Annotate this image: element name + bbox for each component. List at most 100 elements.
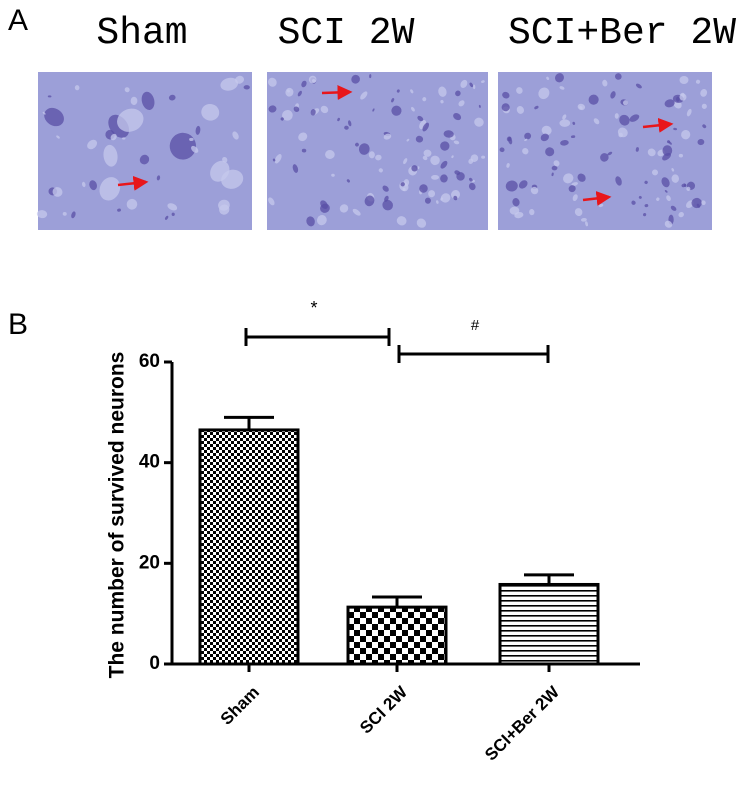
- y-axis-label: The number of survived neurons: [106, 352, 129, 679]
- image-title: SCI+Ber 2W: [508, 12, 736, 55]
- cell: [360, 91, 368, 100]
- cell: [501, 103, 510, 112]
- cell: [440, 99, 444, 104]
- cell: [574, 208, 583, 217]
- cell: [530, 186, 539, 195]
- cell: [514, 211, 524, 219]
- cell: [647, 148, 656, 157]
- cell: [417, 166, 420, 170]
- cell: [553, 160, 560, 167]
- x-tick-label: Sham: [217, 683, 263, 729]
- cell: [171, 212, 175, 216]
- panel-label: B: [8, 308, 28, 341]
- cell: [222, 156, 228, 163]
- cell: [585, 221, 589, 227]
- cell: [662, 152, 671, 161]
- cell: [325, 150, 335, 159]
- y-tick-label: 40: [139, 452, 160, 473]
- cell: [396, 89, 400, 93]
- cell: [52, 187, 63, 197]
- cell: [440, 174, 448, 183]
- arrow: [642, 117, 674, 133]
- cell: [478, 104, 481, 108]
- cell: [298, 132, 308, 142]
- cell: [443, 130, 454, 138]
- cell: [348, 120, 352, 127]
- cell: [562, 114, 567, 120]
- cell: [629, 114, 640, 122]
- cell: [506, 163, 510, 168]
- cell: [673, 127, 678, 131]
- panel-label: A: [8, 4, 28, 37]
- cell: [165, 215, 169, 220]
- arrow: [321, 84, 353, 100]
- cell: [577, 103, 586, 111]
- cell: [218, 199, 230, 211]
- cell: [607, 151, 613, 156]
- cell: [117, 108, 144, 132]
- cell: [614, 73, 622, 80]
- cell: [580, 217, 587, 222]
- bar: [498, 582, 600, 666]
- cell: [570, 135, 576, 139]
- cell: [453, 140, 460, 145]
- cell: [666, 140, 670, 144]
- cell: [518, 180, 528, 189]
- cell: [424, 197, 431, 204]
- cell: [545, 147, 555, 157]
- cell: [351, 74, 360, 84]
- cell: [235, 75, 245, 84]
- cell: [541, 125, 552, 136]
- cell: [524, 132, 532, 140]
- cell: [382, 185, 389, 192]
- cell: [676, 96, 680, 102]
- cell: [678, 153, 684, 158]
- cell: [110, 133, 117, 141]
- arrow: [117, 175, 149, 191]
- cell: [243, 85, 250, 90]
- cell: [268, 197, 275, 206]
- cell: [301, 80, 307, 88]
- cell: [453, 195, 458, 201]
- micrographs: [36, 72, 712, 230]
- significance-label: *: [310, 298, 317, 318]
- cell: [622, 100, 629, 106]
- cell: [201, 103, 220, 121]
- chart: The number of survived neurons * # 0 20 40…: [106, 298, 640, 764]
- cell: [402, 187, 406, 191]
- cell: [512, 198, 520, 207]
- bar: [198, 428, 300, 666]
- cell: [301, 148, 307, 153]
- cell: [406, 138, 410, 142]
- cell: [396, 216, 407, 226]
- cell: [524, 138, 528, 142]
- cell: [522, 147, 529, 155]
- cell: [618, 132, 623, 138]
- cell: [103, 144, 118, 167]
- cell: [44, 107, 64, 127]
- cell: [411, 165, 418, 172]
- x-tick-label: SCI 2W: [356, 682, 412, 738]
- cell: [499, 147, 505, 153]
- cell: [168, 94, 176, 101]
- cell: [666, 195, 671, 202]
- cell: [469, 177, 473, 182]
- cell: [679, 75, 689, 85]
- significance-label: #: [471, 317, 480, 334]
- cell: [391, 98, 395, 103]
- cell: [481, 80, 485, 83]
- cell: [644, 180, 648, 185]
- cell: [364, 195, 375, 207]
- cell: [422, 122, 430, 132]
- cell: [195, 125, 201, 135]
- cell: [375, 154, 382, 161]
- cell: [563, 173, 574, 184]
- cell: [468, 182, 476, 191]
- cell: [428, 190, 436, 198]
- y-tick-label: 60: [139, 351, 160, 372]
- cell: [664, 220, 673, 228]
- cell: [619, 114, 630, 126]
- cell: [337, 117, 340, 122]
- cell: [559, 119, 571, 127]
